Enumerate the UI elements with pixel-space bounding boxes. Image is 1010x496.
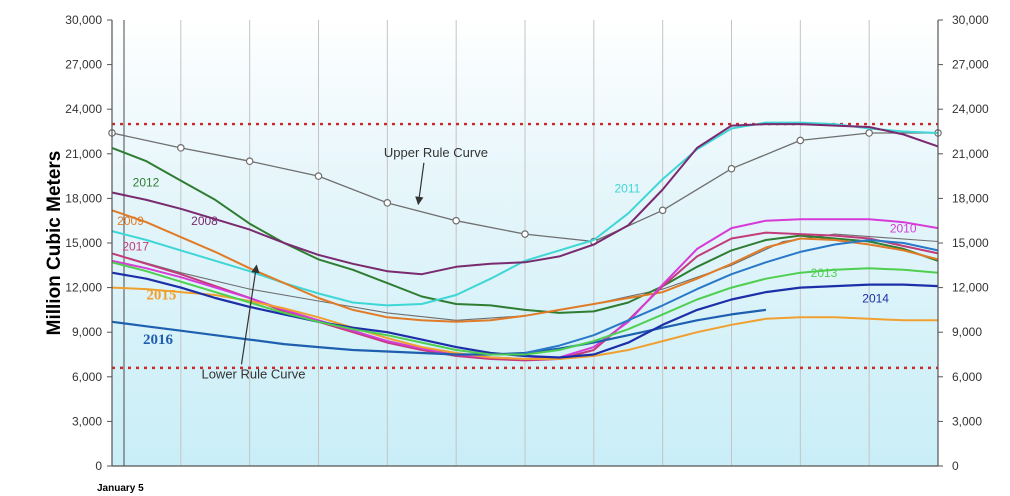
series-marker [383,199,392,207]
y-tick-label-left: 12,000 [65,281,102,295]
x-axis-label: January 5 [97,483,144,494]
y-tick-label-left: 21,000 [65,147,102,161]
annotation-arrow [415,162,425,206]
y-tick-label-left: 30,000 [65,13,102,27]
series-label: 2012 [133,176,160,190]
y-tick-label-right: 12,000 [952,281,989,295]
series-label: 2009 [117,214,144,228]
y-tick-label-left: 15,000 [65,236,102,250]
series-marker [796,136,805,145]
series-marker [177,144,185,152]
series-label: 2015 [146,287,176,303]
series-marker [727,164,736,173]
y-tick-label-left: 9,000 [72,325,102,339]
y-axis-label: Million Cubic Meters [44,151,65,336]
y-tick-label-right: 24,000 [952,102,989,116]
series-marker [658,206,667,215]
y-tick-label-right: 30,000 [952,13,989,27]
series-marker [452,216,460,225]
annotations: Upper Rule Curve Lower Rule Curve [201,145,487,382]
series-line [111,123,939,276]
series-line [111,261,939,356]
y-tick-label-left: 18,000 [65,191,102,205]
series-line [524,239,939,354]
series-lines: 2012 2011 2009 2008 2017 2010 2015 2016 2014 2013 [108,121,942,362]
series-line [111,121,939,307]
series-line [111,209,939,323]
y-tick-label-right: 27,000 [952,58,989,72]
axes: 0 0 3,000 3,000 6,000 6,000 9,000 9,000 12,000 12… [65,13,989,473]
series-label: 2017 [122,239,149,253]
y-tick-label-right: 21,000 [952,147,989,161]
series-line [111,286,938,360]
series-line [111,146,939,314]
y-tick-label-right: 15,000 [952,236,989,250]
y-tick-label-left: 0 [95,459,102,473]
series-label: 2016 [143,332,174,348]
series-label: 2014 [862,291,889,305]
y-tick-label-left: 3,000 [72,414,102,428]
annotation-arrow [240,264,260,365]
series-marker [865,129,873,137]
series-label: 2008 [191,214,218,228]
y-tick-label-left: 27,000 [65,58,102,72]
annotation-label: Lower Rule Curve [201,366,305,381]
y-tick-label-left: 24,000 [65,102,102,116]
series-marker [314,172,323,180]
series-label: 2011 [614,181,640,195]
y-tick-label-left: 6,000 [72,370,102,384]
y-tick-label-right: 6,000 [952,370,982,384]
series-label: 2013 [811,266,838,280]
y-tick-label-right: 3,000 [952,414,982,428]
y-tick-label-right: 0 [952,459,959,473]
series-marker [521,230,529,238]
grid-lines [123,20,939,466]
series-label: 2010 [890,222,917,236]
series-marker [245,157,254,166]
annotation-label: Upper Rule Curve [384,145,488,160]
y-tick-label-right: 9,000 [952,325,982,339]
y-tick-label-right: 18,000 [952,191,989,205]
